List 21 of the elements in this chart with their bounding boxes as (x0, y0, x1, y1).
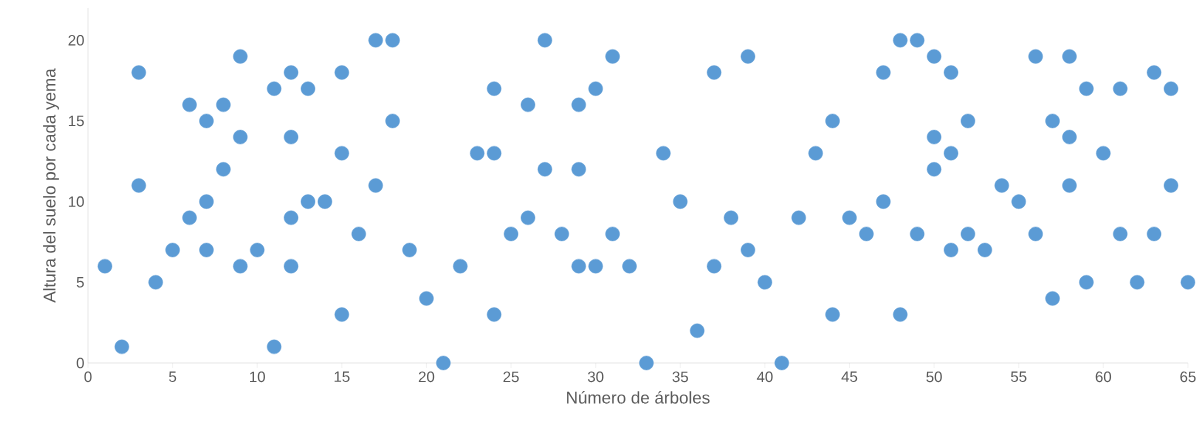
x-tick-label: 5 (169, 371, 177, 382)
y-axis-title: Altura del suelo por cada yema (43, 68, 59, 303)
x-axis-title: Número de árboles (567, 391, 710, 404)
x-tick-label: 20 (418, 371, 435, 383)
x-tick-label: 45 (841, 371, 858, 382)
x-tick-label: 35 (672, 371, 688, 383)
y-tick-label: 20 (68, 34, 84, 46)
x-tick-label: 40 (756, 371, 773, 383)
y-tick-label: 10 (68, 196, 84, 207)
x-tick-label: 50 (926, 371, 942, 383)
y-tick-label: 5 (76, 277, 84, 288)
x-tick-label: 60 (1095, 371, 1112, 383)
y-tick-label: 15 (68, 115, 84, 127)
y-tick-label: 0 (76, 357, 84, 369)
x-tick-label: 15 (334, 371, 350, 382)
x-tick-label: 10 (250, 371, 265, 383)
x-tick-label: 0 (84, 371, 92, 383)
x-tick-label: 30 (587, 371, 604, 383)
x-tick-label: 55 (1010, 371, 1027, 382)
x-tick-label: 25 (503, 371, 519, 383)
x-tick-label: 65 (1180, 371, 1196, 383)
